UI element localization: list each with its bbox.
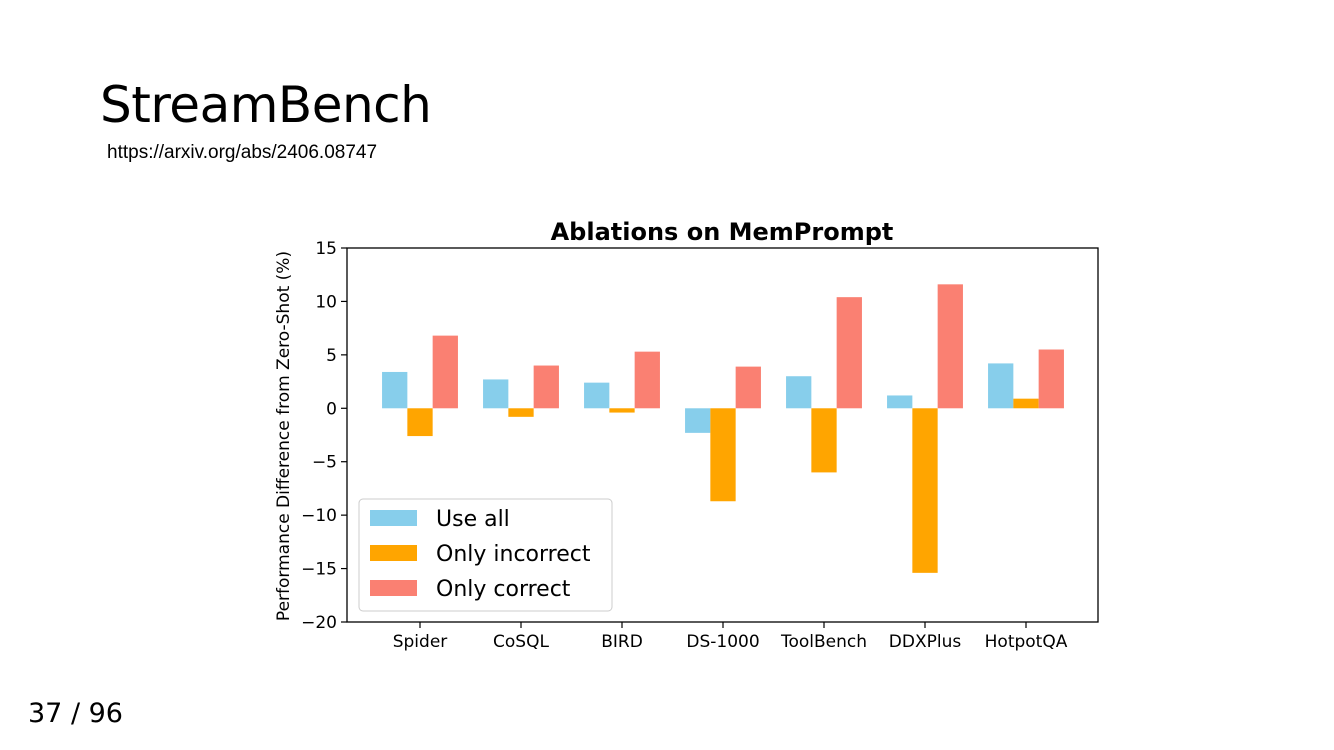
y-tick-label: 0 [326, 399, 337, 419]
legend-box [358, 498, 613, 612]
x-tick-label: ToolBench [780, 632, 867, 652]
bar [937, 284, 963, 409]
bars-group [382, 284, 1064, 573]
bar [634, 351, 660, 409]
legend-swatch [370, 545, 417, 561]
bar [887, 395, 913, 409]
x-tick-label: DDXPlus [889, 632, 962, 652]
bar [508, 408, 534, 417]
x-tick-label: DS-1000 [686, 632, 759, 652]
bar [811, 408, 837, 473]
bar [407, 408, 433, 437]
bar [786, 376, 812, 409]
x-tick-label: HotpotQA [985, 632, 1068, 652]
x-tick-label: BIRD [601, 632, 643, 652]
legend-label: Only incorrect [436, 542, 591, 567]
bar [710, 408, 736, 502]
x-tick-label: Spider [393, 632, 448, 652]
legend-swatch [370, 510, 417, 526]
bar [533, 365, 559, 409]
bar [382, 371, 408, 409]
bar [836, 297, 862, 409]
y-axis-label: Performance Difference from Zero-Shot (%… [274, 251, 294, 621]
bar [912, 408, 938, 573]
axes-group: 15 10 5 0 −5 −10 −15 −20 Spider CoSQL BIRD DS-1000 T… [301, 239, 1099, 652]
bar [988, 363, 1014, 409]
legend-label: Only correct [436, 577, 571, 602]
bar [584, 382, 610, 409]
page-counter: 37 / 96 [28, 698, 123, 729]
bar [609, 408, 635, 413]
y-tick-label: −10 [301, 506, 337, 526]
bar [483, 379, 509, 409]
legend-swatch [370, 580, 417, 596]
y-tick-label: 5 [326, 346, 337, 366]
legend: Use all Only incorrect Only correct [358, 498, 613, 612]
legend-label: Use all [436, 507, 510, 532]
bar [1013, 398, 1039, 409]
y-tick-label: 15 [315, 239, 337, 259]
y-tick-label: −20 [301, 613, 337, 633]
chart-title: Ablations on MemPrompt [551, 218, 894, 246]
bar [735, 366, 761, 409]
slide-title: StreamBench [100, 76, 432, 134]
y-tick-label: 10 [315, 292, 337, 312]
y-tick-label: −5 [312, 453, 337, 473]
bar [432, 335, 458, 409]
bar [1038, 349, 1064, 409]
x-tick-label: CoSQL [493, 632, 549, 652]
bar [685, 408, 711, 433]
y-tick-label: −15 [301, 560, 337, 580]
slide-link[interactable]: https://arxiv.org/abs/2406.08747 [107, 142, 378, 163]
